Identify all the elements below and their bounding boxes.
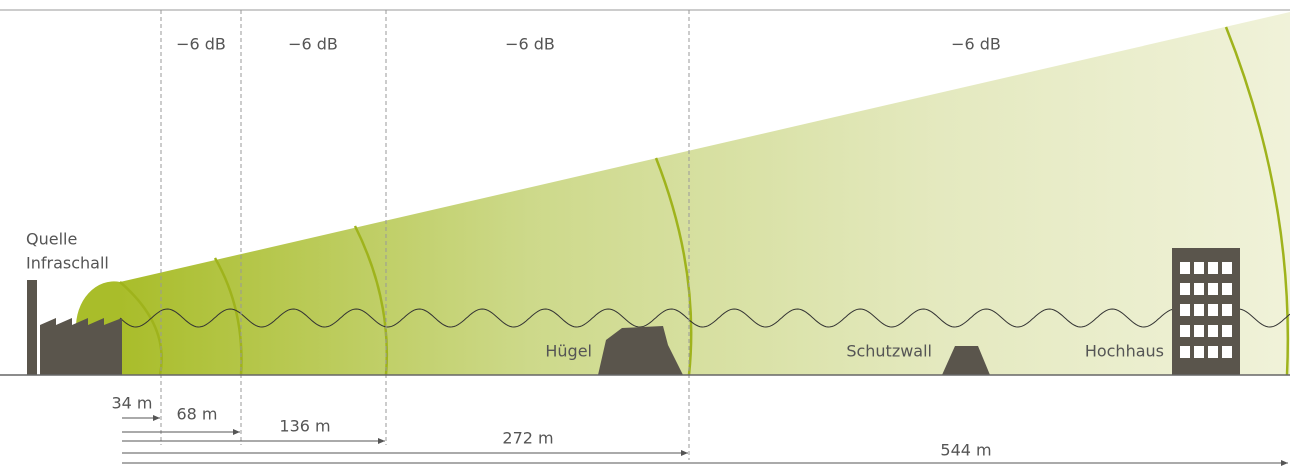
wavefront [119, 281, 163, 376]
db-label: −6 dB [176, 35, 226, 54]
window [1180, 325, 1190, 337]
wavefront [654, 157, 693, 376]
db-label: −6 dB [288, 35, 338, 54]
obstacle-label: Hügel [545, 342, 592, 361]
window [1208, 304, 1218, 316]
window [1222, 325, 1232, 337]
distance-label: 136 m [279, 417, 330, 436]
window [1194, 346, 1204, 358]
obstacle-label: Schutzwall [846, 342, 932, 361]
distance-label: 68 m [176, 405, 217, 424]
window [1222, 283, 1232, 295]
protective-wall [942, 346, 990, 375]
window [1194, 262, 1204, 274]
window [1208, 325, 1218, 337]
window [1180, 304, 1190, 316]
distance-label: 34 m [111, 394, 152, 413]
db-label: −6 dB [951, 35, 1001, 54]
db-label: −6 dB [505, 35, 555, 54]
window [1222, 304, 1232, 316]
distance-label: 544 m [940, 441, 991, 460]
window [1208, 262, 1218, 274]
source-label: Infraschall [26, 254, 109, 273]
windows [1180, 262, 1232, 358]
window [1194, 325, 1204, 337]
source-label: Quelle [26, 230, 77, 249]
window [1180, 346, 1190, 358]
window [1208, 283, 1218, 295]
wavefront [1224, 26, 1290, 376]
obstacle-label: Hochhaus [1085, 342, 1164, 361]
sound-cone [120, 12, 1290, 375]
dashed-lines [160, 10, 690, 460]
window [1180, 283, 1190, 295]
window [1194, 283, 1204, 295]
distance-arrows [122, 415, 1288, 466]
window [1222, 262, 1232, 274]
window [1208, 346, 1218, 358]
window [1222, 346, 1232, 358]
sound-wave [119, 308, 1290, 328]
hill [598, 326, 683, 375]
window [1180, 262, 1190, 274]
factory [27, 280, 122, 375]
distance-label: 272 m [502, 429, 553, 448]
window [1194, 304, 1204, 316]
wavefront [353, 225, 389, 376]
